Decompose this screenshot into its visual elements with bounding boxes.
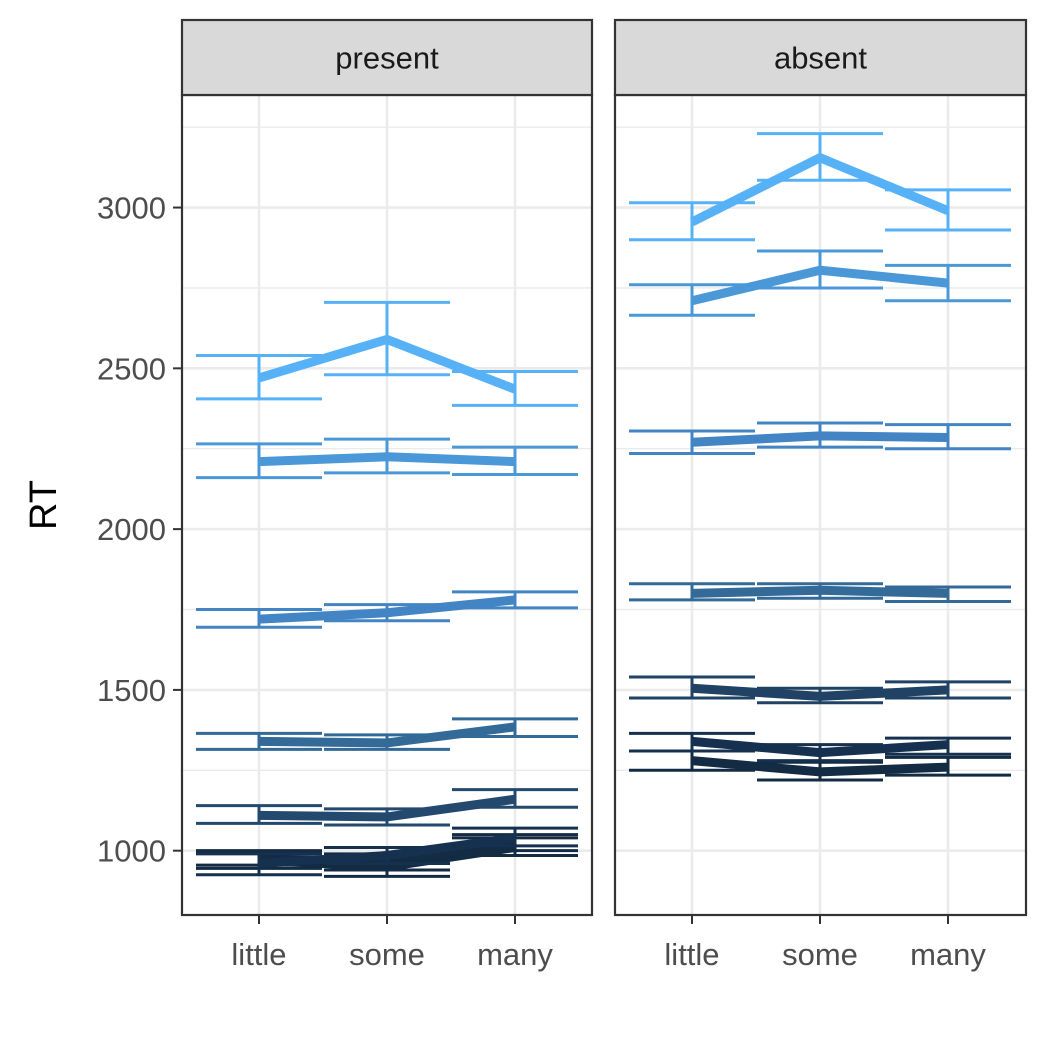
y-tick-label: 2000 <box>97 512 166 547</box>
series-line-present-6 <box>258 595 516 624</box>
y-tick-label: 1500 <box>97 673 166 708</box>
x-tick-label: little <box>231 937 286 972</box>
x-tick-label: some <box>349 937 425 972</box>
series-line-present-8 <box>257 334 517 394</box>
series-line-absent-7 <box>689 153 950 227</box>
x-tick-label: many <box>477 937 553 972</box>
y-tick-label: 3000 <box>97 191 166 226</box>
y-axis-title: RT <box>23 480 65 530</box>
facet-strip <box>613 18 1028 97</box>
facet-strip <box>180 18 594 97</box>
x-tick-label: little <box>664 937 719 972</box>
y-tick-label: 1000 <box>97 834 166 869</box>
y-tick-label: 2500 <box>97 351 166 386</box>
series-line-absent-6 <box>690 265 949 306</box>
series-line-present-5 <box>258 722 516 748</box>
facet-label-present: present <box>335 41 439 76</box>
x-tick-label: some <box>782 937 858 972</box>
series-line-absent-3 <box>691 683 949 701</box>
series-line-present-7 <box>258 452 516 467</box>
facet-label-absent: absent <box>774 41 867 76</box>
series-line-absent-2 <box>691 736 949 758</box>
series-line-present-4 <box>258 794 516 822</box>
series-line-absent-5 <box>691 431 949 447</box>
x-tick-label: many <box>910 937 986 972</box>
series-line-absent-4 <box>691 585 949 598</box>
series-line-present-3 <box>258 833 516 869</box>
series-line-absent-1 <box>691 756 949 777</box>
